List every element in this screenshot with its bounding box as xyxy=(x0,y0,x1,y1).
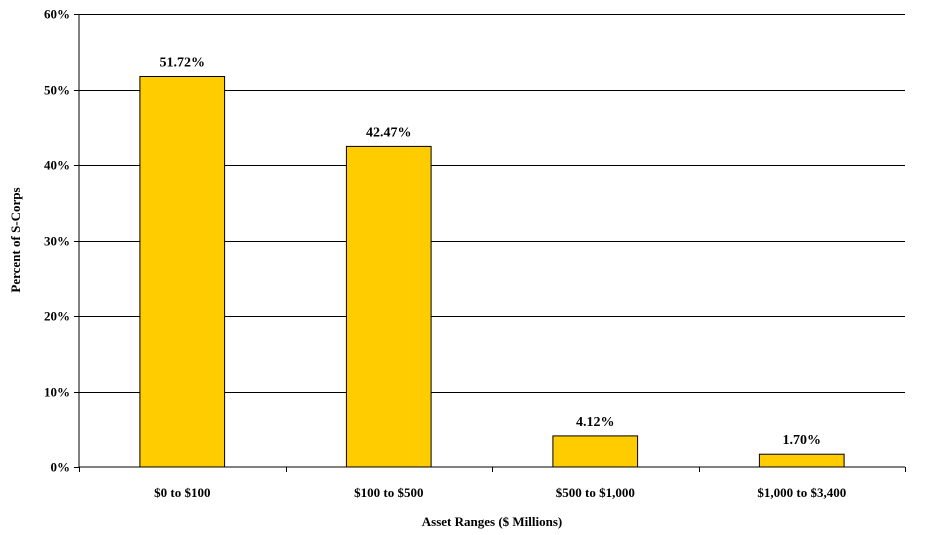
y-tick-label: 20% xyxy=(44,309,70,324)
y-tick-label: 30% xyxy=(44,234,70,249)
bars xyxy=(139,76,845,468)
x-tick-label: $1,000 to $3,400 xyxy=(757,485,846,500)
y-tick-label: 60% xyxy=(44,7,70,22)
data-label: 42.47% xyxy=(366,125,412,140)
labels: 0% 10% 20% 30% 40% 50% 60% 51.72% $0 to $100 42.4… xyxy=(44,7,846,501)
y-tick-label: 10% xyxy=(44,385,70,400)
data-label: 4.12% xyxy=(576,415,615,430)
axes xyxy=(78,14,905,468)
bar xyxy=(552,435,639,468)
bar xyxy=(139,76,226,468)
x-tick-label: $0 to $100 xyxy=(154,485,210,500)
data-label: 51.72% xyxy=(160,56,206,71)
y-tick-label: 0% xyxy=(51,460,71,475)
y-axis-title: Percent of S-Corps xyxy=(8,187,23,292)
x-tick-label: $100 to $500 xyxy=(354,485,423,500)
x-axis-title: Asset Ranges ($ Millions) xyxy=(422,514,562,529)
y-tick-label: 50% xyxy=(44,83,70,98)
bar xyxy=(345,145,432,468)
x-tick-label: $500 to $1,000 xyxy=(556,485,635,500)
y-tick-label: 40% xyxy=(44,158,70,173)
data-label: 1.70% xyxy=(783,433,822,448)
bar xyxy=(758,453,845,468)
